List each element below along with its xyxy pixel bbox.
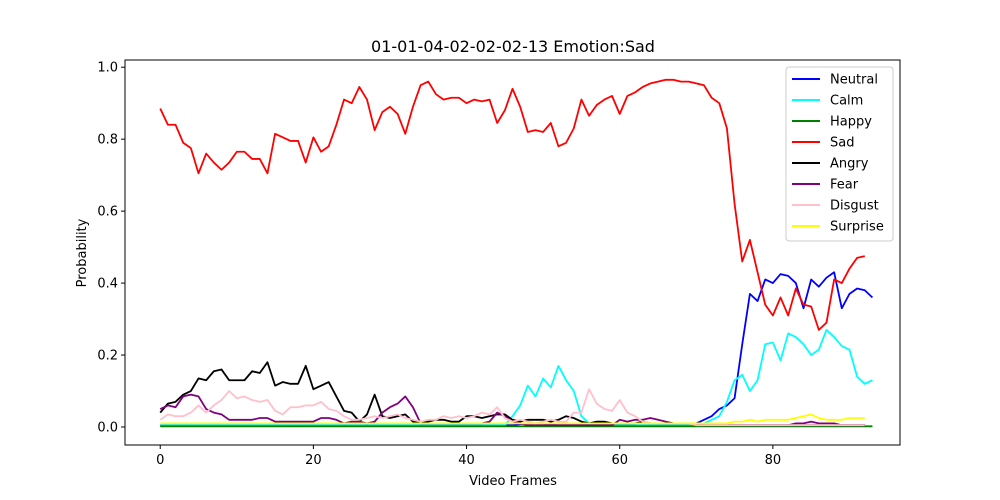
x-axis-label: Video Frames [469,474,557,489]
legend-box [785,66,894,242]
legend: Neutral Calm Happy Sad Angry Fear Disgust Surpr… [785,66,894,242]
x-tick-label: 0 [156,453,164,468]
legend-label: Surprise [830,220,884,235]
y-axis: 0.0 0.2 0.4 0.6 0.8 1.0 [97,61,125,436]
plot-area [159,78,874,428]
x-tick-label: 20 [305,453,322,468]
legend-label: Sad [830,136,854,151]
y-axis-label: Probability [75,218,90,287]
series-line-calm [160,328,873,427]
legend-label: Disgust [830,199,879,214]
legend-label: Happy [830,115,872,130]
series-line-sad [159,78,865,331]
series-line-surprise [160,413,865,425]
y-tick-label: 0.4 [97,277,118,292]
x-tick-label: 40 [458,453,475,468]
legend-label: Neutral [830,73,878,88]
series-line-disgust [159,388,865,427]
plot-frame [124,59,901,446]
x-tick-label: 60 [611,453,628,468]
legend-label: Fear [830,178,859,193]
legend-label: Calm [830,94,863,109]
x-tick-label: 80 [765,453,782,468]
y-tick-label: 0.2 [97,349,118,364]
chart-title: 01-01-04-02-02-02-13 Emotion:Sad [371,37,655,56]
y-tick-label: 1.0 [97,61,118,76]
legend-label: Angry [830,157,869,172]
x-axis: 0 20 40 60 80 [156,445,781,468]
y-tick-label: 0.8 [97,133,118,148]
y-tick-label: 0.6 [97,205,118,220]
y-tick-label: 0.0 [97,421,118,436]
